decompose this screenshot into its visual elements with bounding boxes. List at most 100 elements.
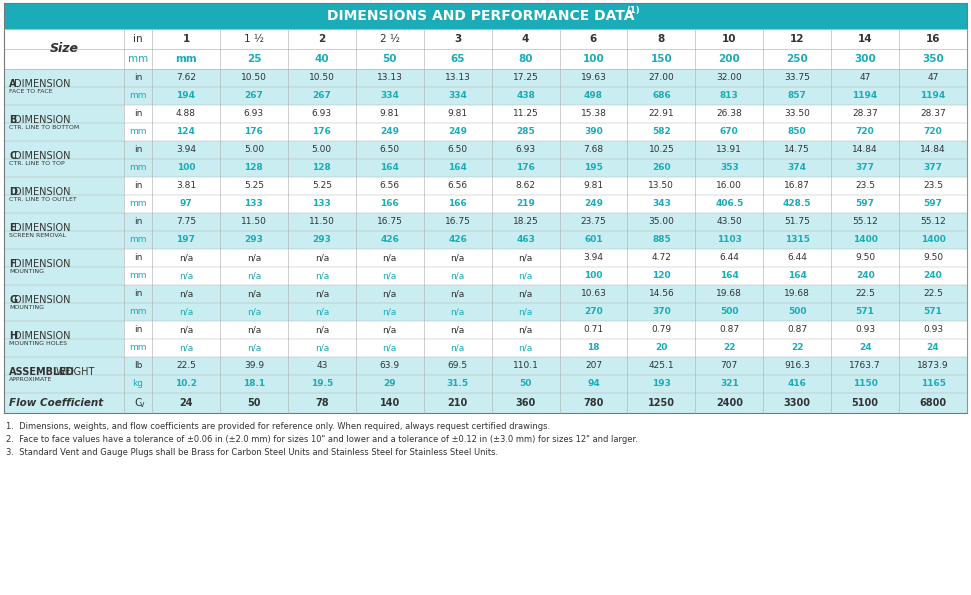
- Text: 200: 200: [719, 54, 740, 64]
- Bar: [627, 177, 695, 195]
- Text: DIMENSION: DIMENSION: [15, 223, 71, 233]
- Bar: [219, 231, 287, 249]
- Text: 8: 8: [657, 34, 665, 44]
- Bar: [152, 69, 219, 87]
- Text: n/a: n/a: [519, 271, 533, 280]
- Bar: [152, 303, 219, 321]
- Bar: [287, 177, 355, 195]
- Text: DIMENSIONS AND PERFORMANCE DATA: DIMENSIONS AND PERFORMANCE DATA: [327, 9, 634, 23]
- Bar: [559, 69, 627, 87]
- Bar: [831, 159, 899, 177]
- Bar: [423, 195, 491, 213]
- Bar: [695, 105, 763, 123]
- Bar: [219, 141, 287, 159]
- Text: 22.5: 22.5: [923, 290, 943, 299]
- Bar: [763, 339, 831, 357]
- Text: 47: 47: [927, 74, 939, 83]
- Text: n/a: n/a: [315, 325, 329, 334]
- Text: 100: 100: [583, 54, 604, 64]
- Bar: [899, 195, 967, 213]
- Text: 3.  Standard Vent and Gauge Plugs shall be Brass for Carbon Steel Units and Stai: 3. Standard Vent and Gauge Plugs shall b…: [6, 448, 498, 457]
- Bar: [287, 375, 355, 393]
- Text: n/a: n/a: [315, 253, 329, 262]
- Bar: [695, 69, 763, 87]
- Text: mm: mm: [129, 236, 147, 245]
- Text: 428.5: 428.5: [783, 199, 812, 208]
- Text: 334: 334: [381, 92, 399, 101]
- Bar: [152, 393, 219, 413]
- Text: n/a: n/a: [383, 290, 397, 299]
- Bar: [831, 267, 899, 285]
- Bar: [627, 303, 695, 321]
- Text: n/a: n/a: [383, 308, 397, 317]
- Text: 260: 260: [653, 164, 671, 173]
- Bar: [124, 231, 152, 249]
- Bar: [219, 123, 287, 141]
- Bar: [124, 123, 152, 141]
- Text: FACE TO FACE: FACE TO FACE: [9, 89, 52, 94]
- Text: CTR. LINE TO TOP: CTR. LINE TO TOP: [9, 161, 65, 166]
- Text: 343: 343: [652, 199, 671, 208]
- Text: 597: 597: [855, 199, 875, 208]
- Bar: [219, 321, 287, 339]
- Bar: [219, 267, 287, 285]
- Text: 14.75: 14.75: [785, 146, 810, 155]
- Text: C: C: [9, 151, 17, 161]
- Text: 193: 193: [652, 380, 671, 389]
- Bar: [124, 375, 152, 393]
- Bar: [559, 231, 627, 249]
- Text: 1165: 1165: [921, 380, 946, 389]
- Text: n/a: n/a: [179, 325, 193, 334]
- Bar: [287, 141, 355, 159]
- Text: 686: 686: [652, 92, 671, 101]
- Text: 16.00: 16.00: [717, 181, 742, 190]
- Text: 124: 124: [177, 127, 195, 136]
- Text: 9.50: 9.50: [923, 253, 943, 262]
- Text: 0.93: 0.93: [923, 325, 943, 334]
- Bar: [4, 69, 124, 105]
- Bar: [491, 249, 559, 267]
- Text: D: D: [9, 187, 17, 197]
- Bar: [831, 195, 899, 213]
- Text: n/a: n/a: [247, 343, 261, 352]
- Text: DIMENSION: DIMENSION: [15, 151, 71, 161]
- Text: 47: 47: [859, 74, 871, 83]
- Text: 97: 97: [180, 199, 192, 208]
- Bar: [627, 357, 695, 375]
- Bar: [491, 375, 559, 393]
- Text: 22.5: 22.5: [855, 290, 875, 299]
- Bar: [219, 177, 287, 195]
- Bar: [899, 87, 967, 105]
- Text: 133: 133: [245, 199, 263, 208]
- Text: 50: 50: [248, 398, 260, 408]
- Bar: [287, 267, 355, 285]
- Bar: [219, 375, 287, 393]
- Text: n/a: n/a: [179, 271, 193, 280]
- Text: 463: 463: [517, 236, 535, 245]
- Bar: [355, 375, 423, 393]
- Bar: [559, 87, 627, 105]
- Bar: [763, 375, 831, 393]
- Text: F: F: [9, 259, 16, 269]
- Bar: [695, 213, 763, 231]
- Text: 166: 166: [381, 199, 399, 208]
- Text: 133: 133: [313, 199, 331, 208]
- Bar: [695, 159, 763, 177]
- Text: MOUNTING: MOUNTING: [9, 305, 44, 310]
- Bar: [287, 285, 355, 303]
- Text: 5.00: 5.00: [312, 146, 332, 155]
- Bar: [763, 267, 831, 285]
- Bar: [287, 123, 355, 141]
- Text: 28.37: 28.37: [853, 109, 878, 118]
- Bar: [831, 213, 899, 231]
- Bar: [491, 357, 559, 375]
- Bar: [4, 357, 124, 393]
- Bar: [124, 285, 152, 303]
- Text: mm: mm: [129, 308, 147, 317]
- Bar: [899, 105, 967, 123]
- Bar: [423, 87, 491, 105]
- Text: 176: 176: [313, 127, 331, 136]
- Text: 16.75: 16.75: [377, 218, 403, 227]
- Text: n/a: n/a: [247, 271, 261, 280]
- Text: 438: 438: [517, 92, 535, 101]
